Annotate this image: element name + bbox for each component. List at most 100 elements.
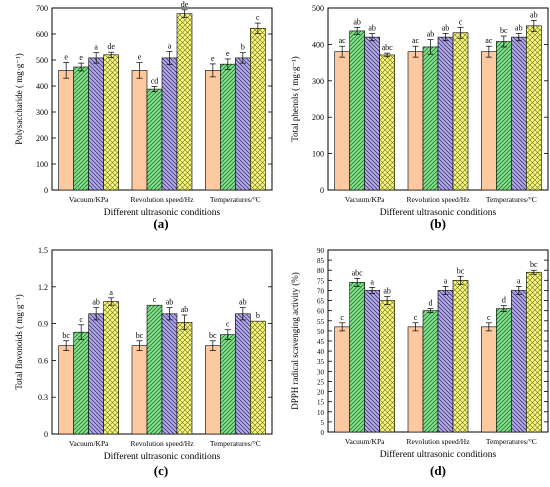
data-label: abc — [352, 268, 364, 277]
y-tick-label: 700 — [36, 4, 48, 13]
x-tick-label: Temperatures/°C — [486, 195, 537, 204]
data-label: bc — [62, 331, 70, 340]
bar — [422, 310, 439, 433]
y-tick-label: 70 — [317, 287, 325, 295]
y-tick-label: 0.3 — [38, 393, 48, 402]
y-tick-label: 25 — [317, 378, 325, 386]
bar — [146, 304, 163, 435]
y-tick-label: 50 — [317, 328, 325, 336]
data-label: ac — [412, 36, 420, 45]
y-tick-label: 300 — [312, 77, 324, 86]
bar — [205, 70, 221, 191]
bar — [220, 63, 236, 191]
data-label: ab — [353, 17, 361, 26]
bar — [205, 345, 221, 435]
x-tick-label: Vacuum/KPa — [345, 437, 385, 446]
y-tick-label: 30 — [317, 368, 325, 376]
data-label: ac — [339, 36, 347, 45]
bar — [481, 326, 497, 433]
x-axis-label: Different ultrasonic conditions — [380, 207, 497, 218]
y-tick-label: 0 — [320, 186, 324, 195]
bar — [161, 313, 178, 435]
data-label: ab — [515, 23, 523, 32]
data-label: e — [64, 53, 68, 62]
bar — [161, 57, 178, 191]
data-label: a — [168, 41, 172, 50]
x-tick-label: Temperatures/°C — [210, 195, 261, 204]
y-tick-label: 45 — [317, 338, 325, 346]
bar — [407, 326, 424, 433]
bar — [496, 308, 512, 433]
panel-d: 051015202530354045505560657075808590cabc… — [290, 247, 549, 478]
x-tick-label: Revolution speed/Hz — [130, 439, 194, 448]
y-axis-label: Total flavonoids ( mg·g⁻¹) — [14, 294, 24, 390]
bar — [73, 331, 89, 435]
y-tick-label: 0.9 — [38, 320, 48, 329]
data-label: a — [109, 288, 113, 297]
data-label: c — [340, 313, 344, 322]
panel-label: (d) — [430, 463, 446, 478]
y-axis-label: DPPH radical scavenging activity (%) — [290, 272, 300, 409]
y-tick-label: 100 — [312, 150, 324, 159]
bar — [407, 51, 424, 191]
bar — [349, 282, 365, 433]
bar — [452, 280, 469, 433]
data-label: bc — [136, 331, 144, 340]
data-label: c — [414, 313, 418, 322]
bar — [437, 290, 454, 433]
bar — [379, 54, 395, 191]
bar — [235, 313, 251, 435]
data-label: e — [226, 49, 230, 58]
data-label: d — [429, 299, 433, 308]
data-label: c — [459, 17, 463, 26]
y-tick-label: 500 — [36, 56, 48, 65]
bar — [481, 51, 497, 191]
data-label: e — [138, 53, 142, 62]
y-tick-label: 60 — [317, 308, 325, 316]
y-tick-label: 200 — [312, 113, 324, 122]
bar — [334, 326, 350, 433]
bar — [73, 66, 89, 191]
data-label: bc — [209, 331, 217, 340]
bar — [176, 13, 193, 191]
bar — [58, 345, 74, 435]
data-label: ab — [427, 30, 435, 39]
y-tick-label: 100 — [36, 160, 48, 169]
bar — [131, 345, 148, 435]
data-label: c — [256, 13, 260, 22]
data-label: bc — [500, 26, 508, 35]
bar — [422, 46, 439, 191]
x-axis-label: Different ultrasonic conditions — [380, 449, 497, 460]
data-label: ab — [92, 298, 100, 307]
bar — [334, 51, 350, 191]
bar — [88, 313, 104, 435]
y-tick-label: 15 — [317, 399, 325, 407]
y-tick-label: 200 — [36, 134, 48, 143]
y-tick-label: 1.5 — [38, 246, 48, 255]
data-label: b — [256, 311, 260, 320]
data-label: c — [487, 313, 491, 322]
data-label: ab — [442, 23, 450, 32]
data-label: ab — [239, 298, 247, 307]
data-label: e — [211, 54, 215, 63]
y-tick-label: 1.2 — [38, 283, 48, 292]
data-label: cd — [151, 77, 159, 86]
y-tick-label: 400 — [312, 40, 324, 49]
data-label: de — [181, 0, 189, 9]
data-label: ab — [166, 298, 174, 307]
y-tick-label: 0 — [321, 429, 325, 437]
y-tick-label: 0 — [44, 186, 48, 195]
bar — [452, 32, 469, 191]
bar — [146, 88, 163, 191]
data-label: c — [79, 315, 83, 324]
y-tick-label: 600 — [36, 30, 48, 39]
bar — [58, 70, 74, 191]
y-tick-label: 90 — [317, 247, 325, 255]
bar — [176, 322, 193, 435]
x-tick-label: Revolution speed/Hz — [130, 195, 194, 204]
bar — [349, 30, 365, 191]
x-tick-label: Revolution speed/Hz — [406, 437, 470, 446]
